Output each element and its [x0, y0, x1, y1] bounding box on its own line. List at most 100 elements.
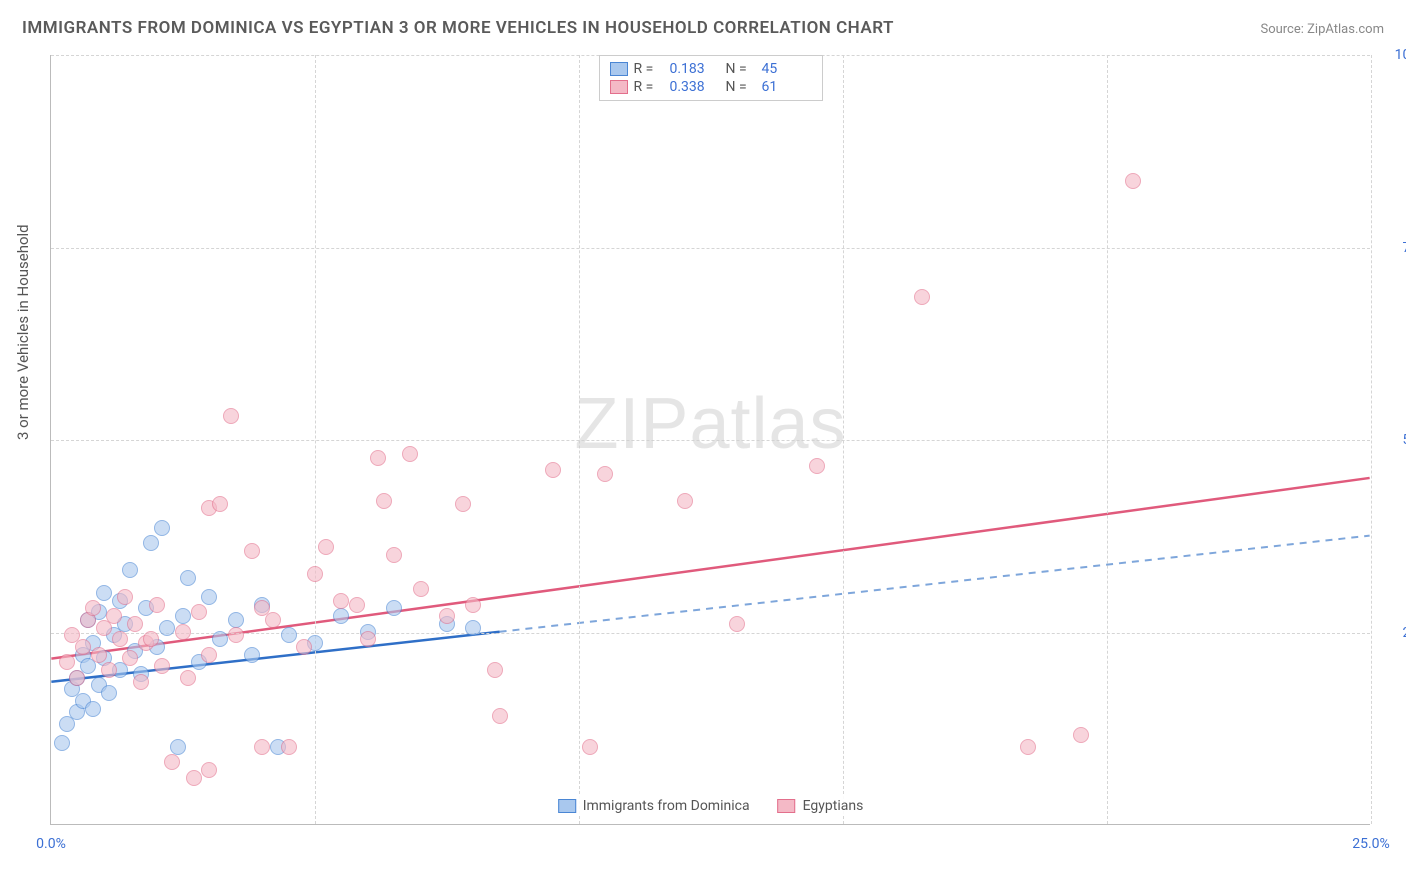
data-point: [386, 600, 402, 616]
data-point: [112, 631, 128, 647]
data-point: [370, 450, 386, 466]
data-point: [122, 562, 138, 578]
data-point: [465, 620, 481, 636]
data-point: [101, 685, 117, 701]
data-point: [729, 616, 745, 632]
legend-r-label: R =: [634, 79, 664, 95]
data-point: [439, 608, 455, 624]
data-point: [228, 612, 244, 628]
data-point: [402, 446, 418, 462]
data-point: [307, 566, 323, 582]
y-axis-label: 3 or more Vehicles in Household: [14, 224, 32, 440]
gridline-v: [579, 55, 580, 824]
data-point: [545, 462, 561, 478]
data-point: [175, 608, 191, 624]
data-point: [360, 631, 376, 647]
data-point: [465, 597, 481, 613]
ytick-label: 100.0%: [1380, 47, 1406, 63]
legend-swatch: [778, 799, 796, 813]
gridline-v: [315, 55, 316, 824]
legend-item-label: Egyptians: [803, 798, 864, 814]
gridline-h: [51, 248, 1370, 249]
data-point: [413, 581, 429, 597]
data-point: [244, 647, 260, 663]
data-point: [914, 289, 930, 305]
watermark-bold: ZIP: [574, 384, 689, 464]
data-point: [318, 539, 334, 555]
data-point: [159, 620, 175, 636]
data-point: [85, 701, 101, 717]
gridline-h: [51, 440, 1370, 441]
gridline-v: [1107, 55, 1108, 824]
data-point: [154, 658, 170, 674]
data-point: [170, 739, 186, 755]
legend-stats-row: R = 0.183 N = 45: [610, 60, 812, 78]
data-point: [201, 762, 217, 778]
watermark: ZIPatlas: [574, 383, 846, 465]
legend-series: Immigrants from Dominica Egyptians: [550, 796, 872, 816]
data-point: [212, 631, 228, 647]
data-point: [91, 647, 107, 663]
data-point: [186, 770, 202, 786]
data-point: [455, 496, 471, 512]
data-point: [127, 616, 143, 632]
data-point: [75, 639, 91, 655]
data-point: [376, 493, 392, 509]
data-point: [175, 624, 191, 640]
legend-swatch: [610, 80, 628, 94]
data-point: [164, 754, 180, 770]
legend-stats: R =0.183N =45R =0.338N =61: [599, 55, 823, 101]
data-point: [1073, 727, 1089, 743]
gridline-v: [1371, 55, 1372, 824]
legend-r-value: 0.183: [670, 61, 720, 77]
data-point: [349, 597, 365, 613]
data-point: [201, 589, 217, 605]
legend-n-label: N =: [726, 61, 756, 77]
data-point: [1125, 173, 1141, 189]
data-point: [296, 639, 312, 655]
source-label: Source: ZipAtlas.com: [1260, 22, 1384, 37]
ytick-label: 75.0%: [1380, 240, 1406, 256]
data-point: [487, 662, 503, 678]
data-point: [333, 593, 349, 609]
data-point: [106, 608, 122, 624]
legend-item: Egyptians: [778, 798, 864, 814]
data-point: [281, 739, 297, 755]
xtick-label: 25.0%: [1352, 836, 1390, 852]
chart-title: IMMIGRANTS FROM DOMINICA VS EGYPTIAN 3 O…: [22, 18, 894, 38]
ytick-label: 25.0%: [1380, 625, 1406, 641]
data-point: [386, 547, 402, 563]
data-point: [85, 600, 101, 616]
data-point: [265, 612, 281, 628]
legend-n-value: 45: [762, 61, 812, 77]
data-point: [492, 708, 508, 724]
data-point: [69, 670, 85, 686]
legend-item: Immigrants from Dominica: [558, 798, 750, 814]
gridline-h: [51, 633, 1370, 634]
data-point: [180, 670, 196, 686]
legend-n-value: 61: [762, 79, 812, 95]
watermark-thin: atlas: [689, 384, 846, 464]
legend-stats-row: R =0.338N =61: [610, 78, 812, 96]
data-point: [333, 608, 349, 624]
data-point: [244, 543, 260, 559]
trend-line-extrapolated: [500, 536, 1370, 632]
ytick-label: 50.0%: [1380, 432, 1406, 448]
data-point: [143, 535, 159, 551]
data-point: [254, 739, 270, 755]
data-point: [59, 654, 75, 670]
legend-r-label: R =: [634, 61, 664, 77]
data-point: [677, 493, 693, 509]
data-point: [1020, 739, 1036, 755]
legend-item-label: Immigrants from Dominica: [583, 798, 750, 814]
data-point: [122, 650, 138, 666]
legend-swatch: [610, 62, 628, 76]
data-point: [96, 585, 112, 601]
data-point: [180, 570, 196, 586]
data-point: [582, 739, 598, 755]
legend-n-label: N =: [726, 79, 756, 95]
plot-area: ZIPatlas R =0.183N =45R =0.338N =61 Immi…: [50, 55, 1370, 825]
data-point: [143, 631, 159, 647]
legend-swatch: [558, 799, 576, 813]
data-point: [54, 735, 70, 751]
